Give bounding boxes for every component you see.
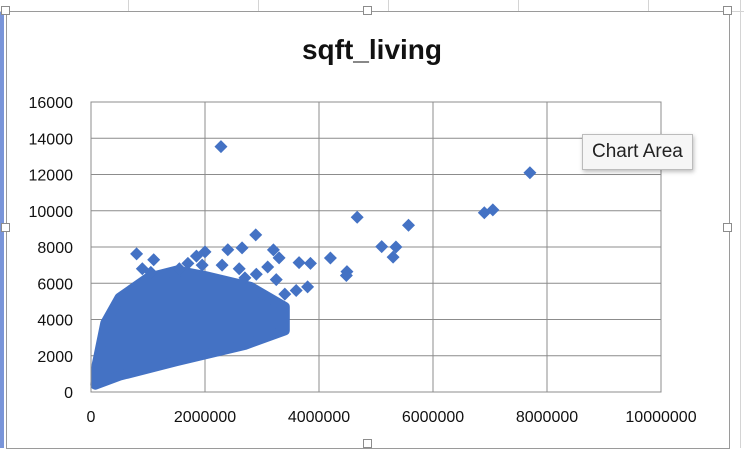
x-tick-label: 6000000 [402, 409, 464, 426]
resize-handle-right[interactable] [723, 223, 732, 232]
scatter-point [401, 218, 415, 232]
scatter-point [249, 228, 263, 242]
y-tick-label: 4000 [37, 313, 73, 330]
scatter-point [266, 243, 280, 257]
scatter-point [269, 273, 283, 287]
y-tick-label: 8000 [37, 240, 73, 257]
column-divider [518, 0, 519, 12]
chart-area-tooltip: Chart Area [582, 134, 693, 170]
x-tick-label: 4000000 [288, 409, 350, 426]
scatter-point [523, 166, 537, 180]
y-tick-label: 6000 [37, 276, 73, 293]
dense-point-cloud [90, 265, 290, 390]
scatter-point [272, 251, 286, 265]
column-divider [648, 0, 649, 12]
scatter-point [147, 253, 161, 267]
resize-handle-top-left[interactable] [1, 6, 10, 15]
scatter-point [261, 260, 275, 274]
x-tick-label: 2000000 [174, 409, 236, 426]
scatter-point [130, 247, 144, 261]
scatter-point [238, 271, 252, 285]
x-tick-label: 10000000 [625, 409, 696, 426]
scatter-point [235, 241, 249, 255]
y-tick-label: 2000 [37, 349, 73, 366]
scatter-point [323, 251, 337, 265]
resize-handle-top[interactable] [363, 6, 372, 15]
scatter-point [375, 240, 389, 254]
scatter-point [172, 262, 186, 276]
scatter-point [389, 240, 403, 254]
resize-handle-top-right[interactable] [723, 6, 732, 15]
scatter-point [215, 258, 229, 272]
y-tick-label: 0 [64, 385, 73, 402]
scatter-point [221, 243, 235, 257]
column-divider [128, 0, 129, 12]
scatter-point [135, 262, 149, 276]
x-tick-label: 8000000 [516, 409, 578, 426]
scatter-point [189, 249, 203, 263]
column-divider [388, 0, 389, 12]
scatter-point [214, 140, 228, 154]
scatter-point [292, 256, 306, 270]
column-divider [258, 0, 259, 12]
y-tick-label: 10000 [29, 204, 74, 221]
scatter-point [181, 256, 195, 270]
scatter-point [278, 287, 292, 301]
scatter-point [301, 280, 315, 294]
scatter-point [386, 250, 400, 264]
plot-area-border [90, 101, 662, 393]
scatter-point [289, 284, 303, 297]
chart-title[interactable]: sqft_living [301, 34, 442, 65]
scatter-point [339, 268, 353, 282]
scatter-point [249, 267, 263, 281]
scatter-point [195, 258, 209, 272]
scatter-point [232, 262, 246, 276]
y-tick-label: 14000 [29, 131, 74, 148]
scatter-point [303, 256, 317, 270]
y-tick-label: 12000 [29, 168, 74, 185]
y-tick-label: 16000 [29, 95, 74, 112]
scatter-point [350, 210, 364, 224]
x-tick-label: 0 [87, 409, 96, 426]
scatter-point [477, 206, 491, 220]
resize-handle-left[interactable] [1, 223, 10, 232]
column-divider [740, 0, 741, 448]
